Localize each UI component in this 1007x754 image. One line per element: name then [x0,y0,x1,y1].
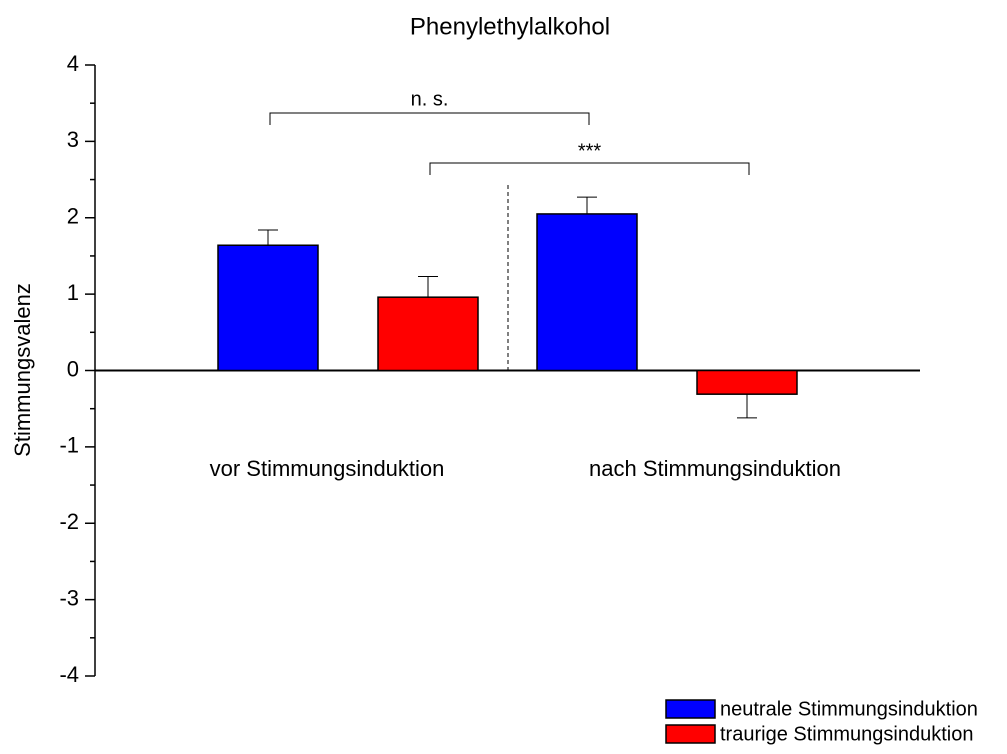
bar [536,213,638,372]
chart-title: Phenylethylalkohol [410,13,610,40]
y-tick-label: 1 [67,280,79,305]
legend-swatch [665,699,716,719]
y-tick-label: -2 [59,509,79,534]
bar [696,369,798,395]
y-tick-label: -3 [59,585,79,610]
legend-label: neutrale Stimmungsinduktion [720,698,978,720]
bar [377,296,479,372]
significance-bracket [269,112,590,125]
legend-swatch [665,724,716,744]
y-axis-label: Stimmungsvalenz [10,283,35,457]
significance-bracket [429,162,750,175]
legend-label: traurige Stimmungsinduktion [720,723,973,745]
y-tick-label: -1 [59,433,79,458]
y-tick-label: -4 [59,662,79,687]
x-category-label: vor Stimmungsinduktion [210,456,445,481]
bar [217,244,319,372]
y-tick-label: 4 [67,51,79,76]
annotation: n. s. [411,88,449,110]
y-tick-label: 2 [67,204,79,229]
x-category-label: nach Stimmungsinduktion [589,456,841,481]
y-tick-label: 3 [67,127,79,152]
annotation: *** [578,140,602,162]
y-tick-label: 0 [67,356,79,381]
